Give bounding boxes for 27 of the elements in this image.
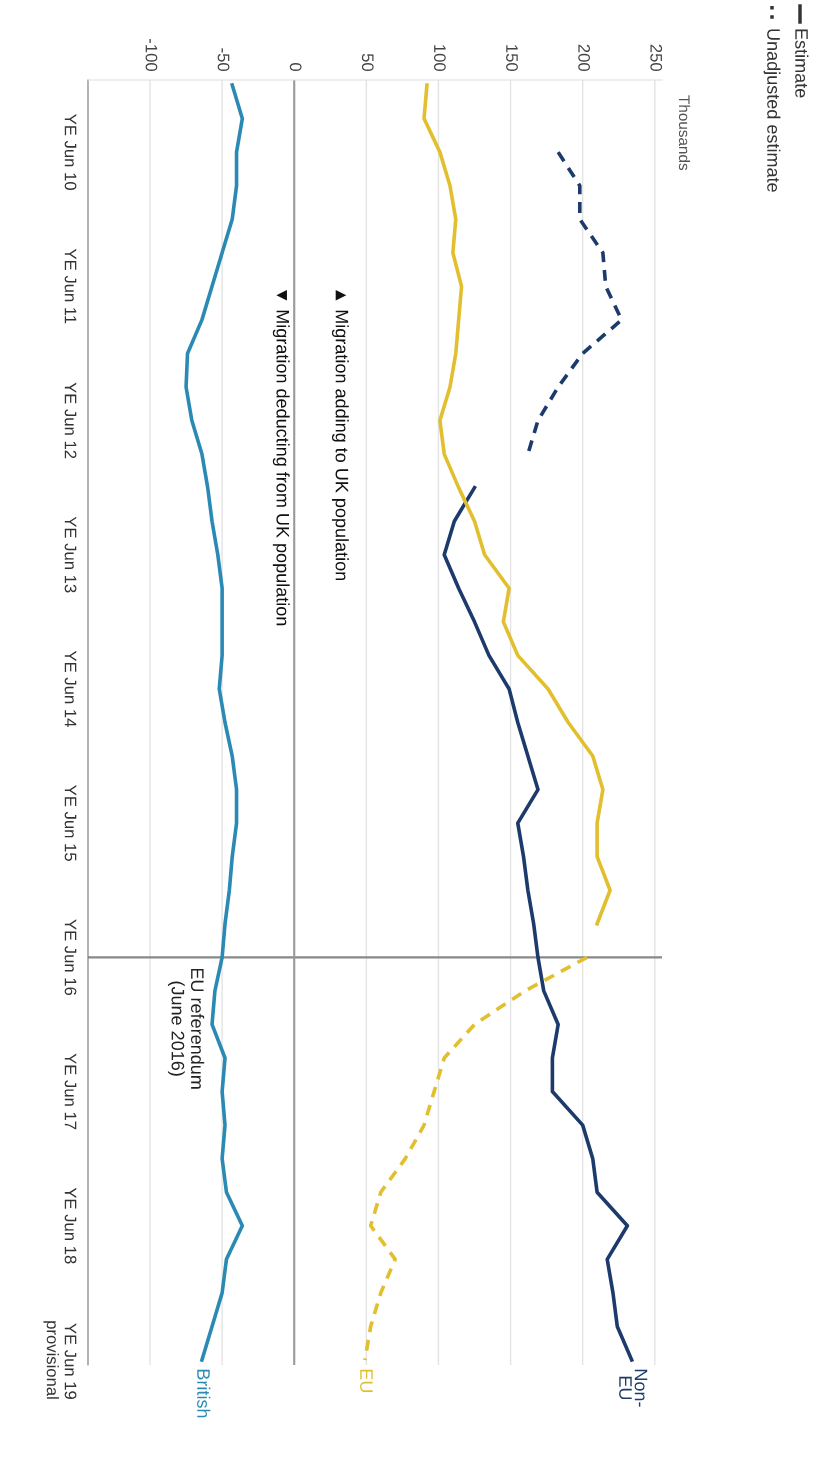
y-tick-label: YE Jun 14 xyxy=(64,650,77,727)
y-tick-label: YE Jun 10 xyxy=(64,114,77,190)
y-tick-label: YE Jun 16 xyxy=(64,919,77,996)
x-tick-label: 50 xyxy=(361,53,374,72)
y-tick-label: YE Jun 18 xyxy=(64,1187,77,1264)
x-tick-label: -100 xyxy=(145,39,158,72)
annotation: ▼ Migration deducting from UK population xyxy=(272,289,290,626)
y-tick-label: YE Jun 17 xyxy=(64,1053,77,1130)
annotation: ▲ Migration adding to UK population xyxy=(331,289,349,581)
x-tick-label: 250 xyxy=(650,44,663,72)
x-tick-label: 0 xyxy=(289,63,302,72)
text: British xyxy=(197,1369,211,1418)
x-tick-label: -50 xyxy=(217,48,230,72)
text: Estimate xyxy=(795,29,809,98)
y-tick-label: YE Jun 15 xyxy=(64,785,77,861)
y-tick-label: YE Jun 11 xyxy=(64,248,77,324)
text: Non- EU xyxy=(619,1369,648,1407)
y-tick-label: YE Jun 12 xyxy=(64,382,77,459)
x-tick-label: 100 xyxy=(433,45,446,72)
x-tick-label: 150 xyxy=(506,45,518,72)
y-tick-label: YE Jun 13 xyxy=(64,516,77,593)
x-tick-label: 200 xyxy=(578,44,591,72)
text: EU xyxy=(360,1369,373,1393)
y-axis-title: Thousands xyxy=(678,95,691,171)
y-tick-label: YE Jun 19 provisional xyxy=(43,1321,77,1400)
ref-line-label: EU referendum (June 2016) xyxy=(167,968,205,1089)
text: Unadjusted estimate xyxy=(763,29,781,192)
